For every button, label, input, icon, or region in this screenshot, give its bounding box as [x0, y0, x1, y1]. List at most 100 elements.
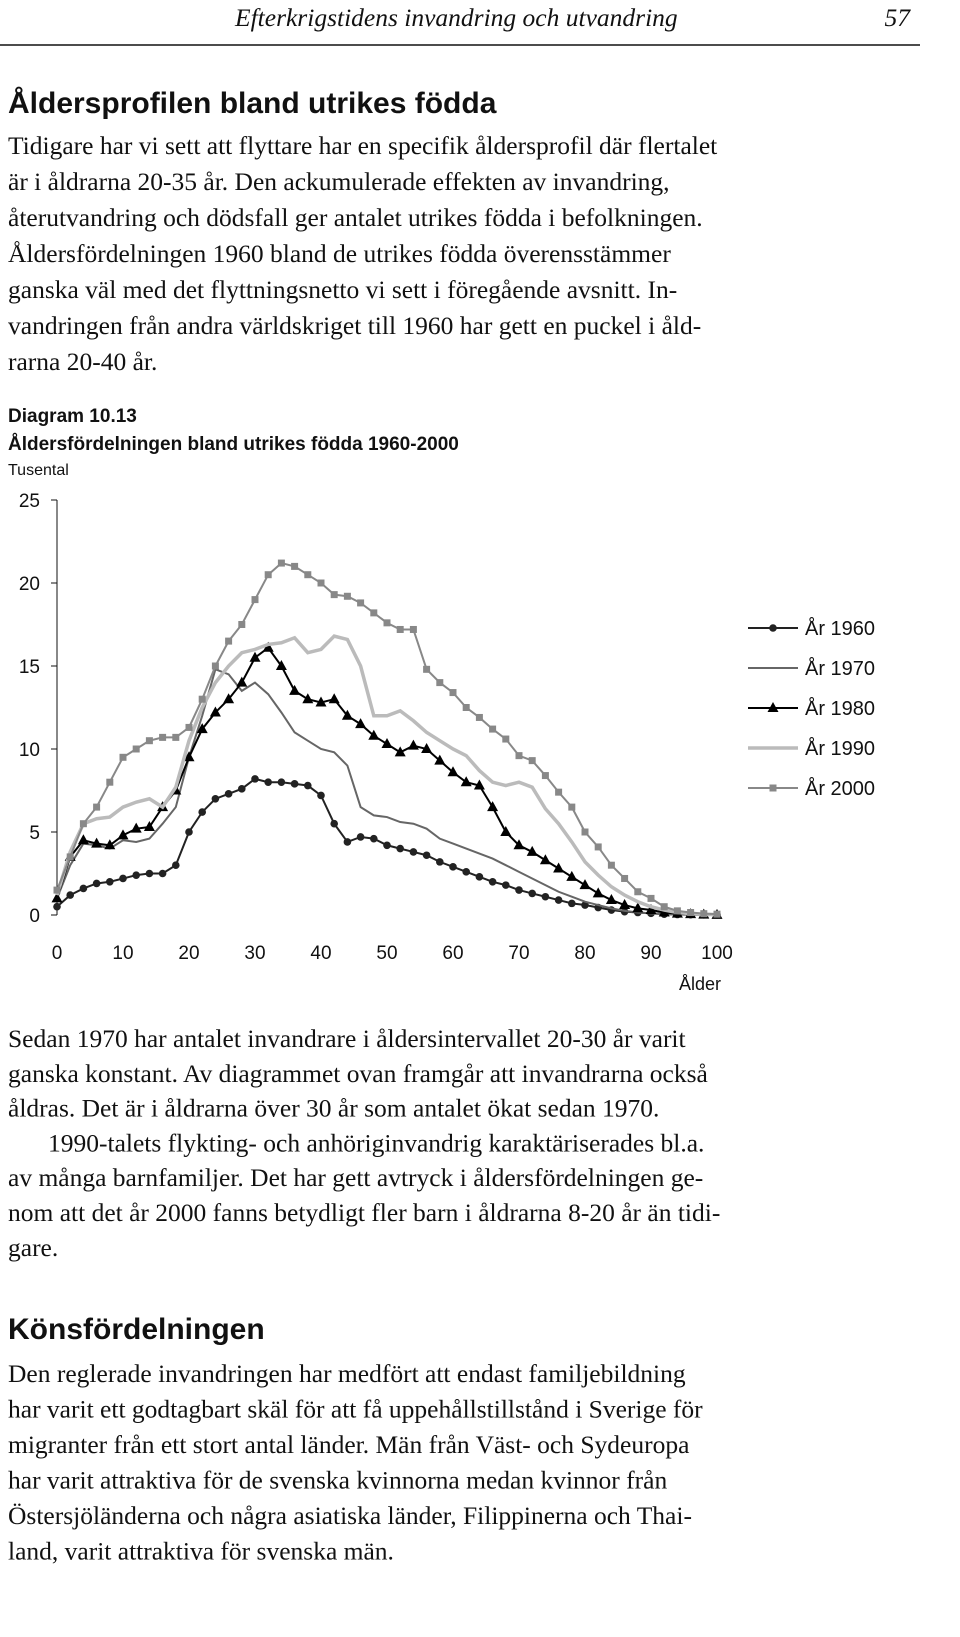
point — [93, 803, 101, 811]
point — [145, 737, 153, 745]
legend-label: År 1990 — [805, 737, 875, 760]
point — [185, 828, 193, 836]
point — [106, 778, 114, 786]
point — [289, 684, 301, 695]
point — [370, 609, 378, 617]
text-line: återutvandring och dödsfall ger antalet … — [8, 203, 703, 232]
point — [249, 651, 261, 662]
text-line: åldras. Det är i åldrarna över 30 år som… — [8, 1094, 659, 1123]
point — [277, 778, 286, 786]
point — [462, 704, 470, 711]
point — [555, 788, 563, 796]
point — [223, 693, 235, 704]
point — [407, 739, 419, 750]
point — [238, 621, 246, 628]
point — [357, 599, 365, 607]
point — [513, 839, 525, 850]
running-head: Efterkrigstidens invandring och utvandri… — [234, 3, 678, 32]
text-line: Åldersfördelningen 1960 bland de utrikes… — [8, 239, 671, 268]
point — [460, 776, 472, 787]
point — [687, 909, 695, 917]
point — [185, 723, 193, 731]
point — [330, 591, 338, 599]
legend-label: År 1980 — [805, 697, 875, 720]
point — [554, 896, 563, 904]
point — [79, 820, 87, 828]
point — [515, 752, 523, 760]
point — [264, 778, 273, 786]
y-tick-label: 15 — [19, 657, 40, 678]
point — [660, 903, 668, 911]
point — [647, 894, 655, 902]
series-line — [55, 634, 718, 917]
point — [383, 619, 391, 627]
point — [528, 889, 536, 898]
x-tick-label: 100 — [701, 943, 733, 964]
x-tick-label: 90 — [640, 943, 661, 964]
page-number: 57 — [885, 3, 912, 32]
text-line: nom att det år 2000 fanns betydligt fler… — [8, 1198, 720, 1227]
text-line: har varit attraktiva för de svenska kvin… — [8, 1466, 667, 1495]
point — [713, 910, 721, 918]
y-axis-label: Tusental — [8, 462, 69, 479]
legend-marker — [767, 702, 779, 712]
point — [79, 884, 88, 893]
point — [302, 693, 314, 704]
point — [290, 780, 299, 788]
y-tick-label: 25 — [19, 491, 40, 512]
point — [423, 665, 431, 673]
point — [436, 858, 444, 866]
point — [251, 775, 259, 783]
point — [632, 902, 644, 913]
point — [528, 757, 536, 765]
point — [421, 743, 433, 753]
point — [394, 746, 406, 757]
point — [238, 785, 246, 793]
point — [104, 839, 116, 850]
x-tick-label: 10 — [112, 943, 133, 964]
point — [605, 894, 617, 905]
point — [409, 848, 418, 856]
point — [475, 873, 484, 881]
text-line: gare. — [8, 1233, 58, 1262]
text-line: Sedan 1970 har antalet invandrare i ålde… — [8, 1024, 686, 1053]
point — [581, 828, 589, 836]
text-line: av många barnfamiljer. Det har gett avtr… — [8, 1163, 703, 1192]
point — [526, 845, 538, 856]
point — [396, 625, 404, 633]
point — [594, 843, 602, 851]
point — [158, 869, 167, 878]
point — [607, 861, 615, 869]
point — [447, 766, 459, 777]
point — [449, 863, 457, 871]
point — [196, 723, 208, 734]
figure-label: Diagram 10.13 — [8, 406, 137, 427]
text-line: är i åldrarna 20-35 år. Den ackumulerade… — [8, 167, 670, 196]
section-heading: Könsfördelningen — [8, 1313, 265, 1346]
point — [502, 735, 510, 743]
point — [515, 886, 523, 894]
point — [211, 662, 219, 670]
chart-title: Åldersfördelningen bland utrikes födda 1… — [8, 434, 459, 455]
point — [236, 676, 248, 687]
point — [541, 892, 550, 901]
text-line: rarna 20-40 år. — [8, 347, 157, 376]
point — [381, 738, 393, 749]
point — [330, 819, 339, 828]
point — [262, 641, 274, 652]
point — [568, 803, 576, 811]
point — [145, 869, 154, 878]
text-line: land, varit attraktiva för svenska män. — [8, 1537, 394, 1566]
point — [502, 881, 510, 889]
point — [396, 844, 405, 853]
y-tick-label: 10 — [19, 740, 40, 761]
text-line: Tidigare har vi sett att flyttare har en… — [8, 131, 717, 160]
text-line: ganska väl med det flyttningsnetto vi se… — [8, 275, 677, 304]
point — [304, 571, 312, 579]
point — [568, 899, 576, 908]
text-line: har varit ett godtagbart skäl för att få… — [8, 1395, 703, 1424]
x-tick-label: 70 — [508, 943, 529, 964]
x-tick-label: 50 — [376, 943, 397, 964]
y-tick-label: 20 — [19, 574, 40, 595]
point — [66, 891, 74, 899]
